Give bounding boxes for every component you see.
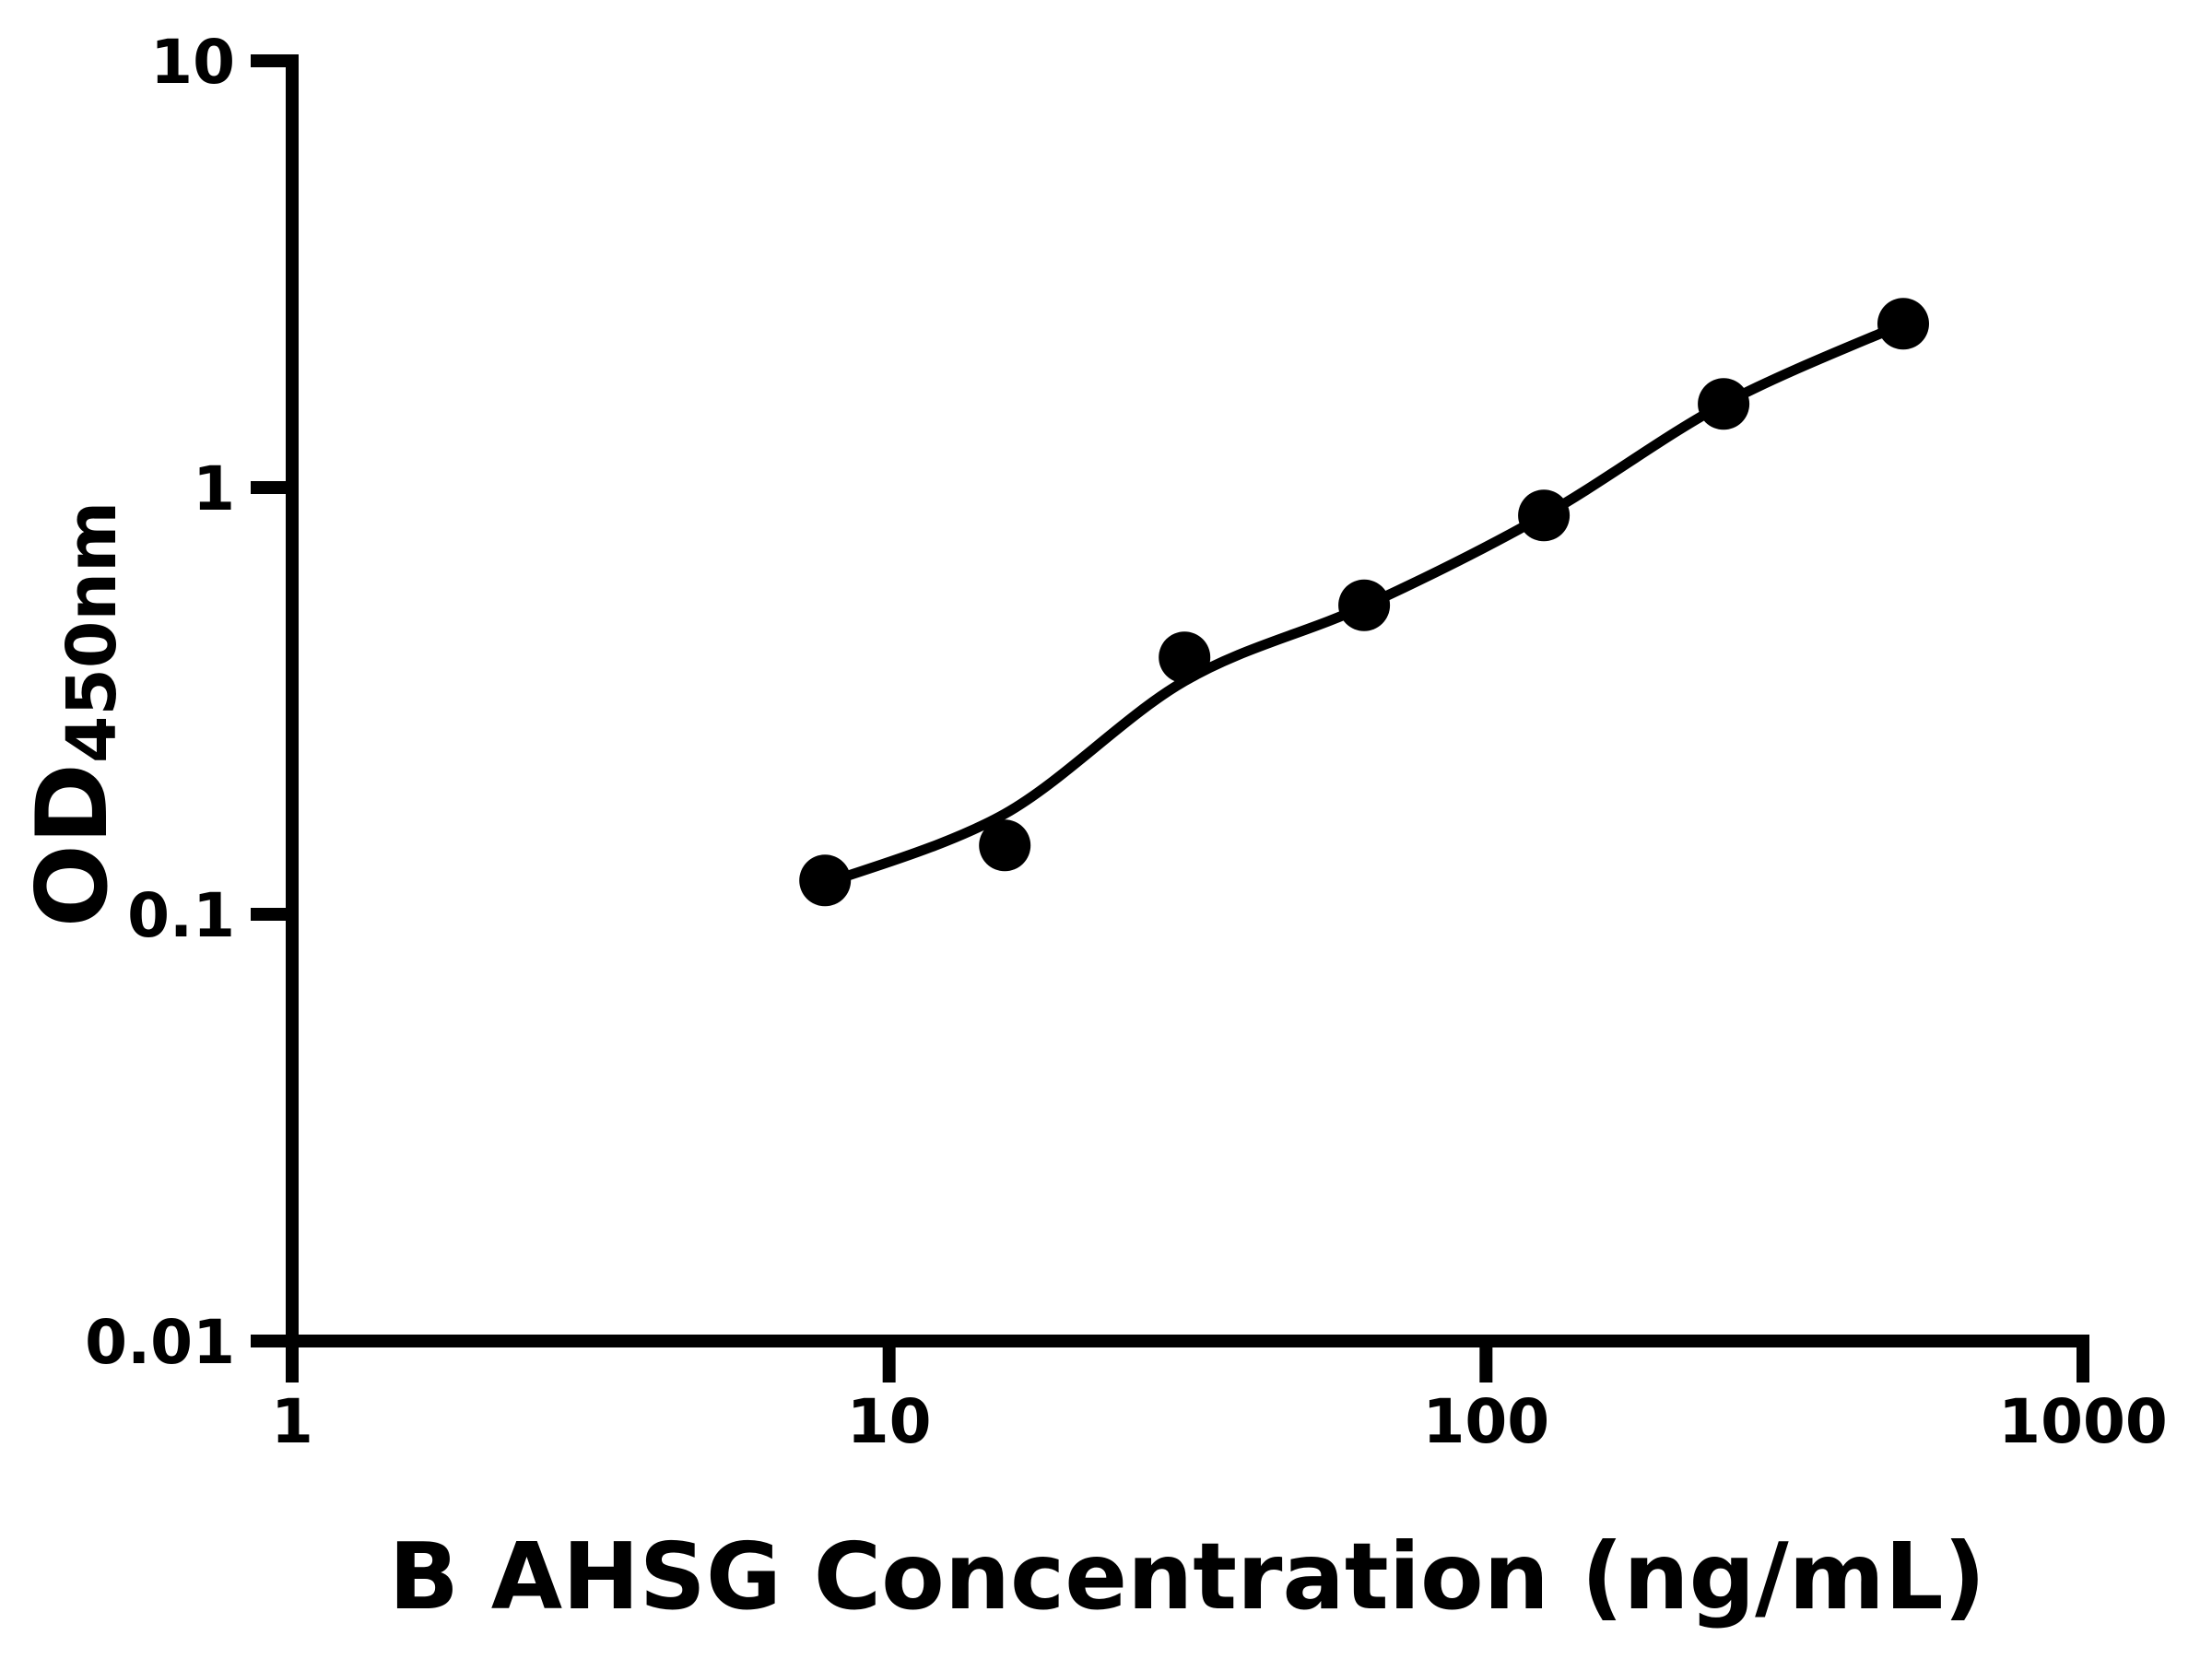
y-tick-label: 0.1	[127, 880, 235, 951]
x-axis-title: B AHSG Concentration (ng/mL)	[388, 1523, 1986, 1630]
axis-spines	[286, 54, 2089, 1347]
y-tick-label: 1	[193, 453, 235, 524]
data-point	[1159, 631, 1211, 684]
x-tick-label: 10	[847, 1386, 932, 1457]
x-tick-label: 1	[271, 1386, 313, 1457]
y-axis-title-main: OD	[16, 763, 129, 928]
x-tick-label: 100	[1422, 1386, 1549, 1457]
data-point	[1877, 298, 1929, 350]
x-tick-label: 1000	[1998, 1386, 2168, 1457]
data-point	[1338, 579, 1391, 631]
data-point	[979, 819, 1031, 872]
data-point	[1698, 378, 1750, 430]
y-axis-title: OD450nm	[16, 501, 132, 927]
y-tick-label: 10	[150, 27, 235, 98]
data-point	[1518, 489, 1571, 542]
y-axis-title-subscript: 450nm	[53, 500, 132, 764]
y-tick-label: 0.01	[85, 1307, 235, 1378]
data-point	[799, 854, 852, 907]
